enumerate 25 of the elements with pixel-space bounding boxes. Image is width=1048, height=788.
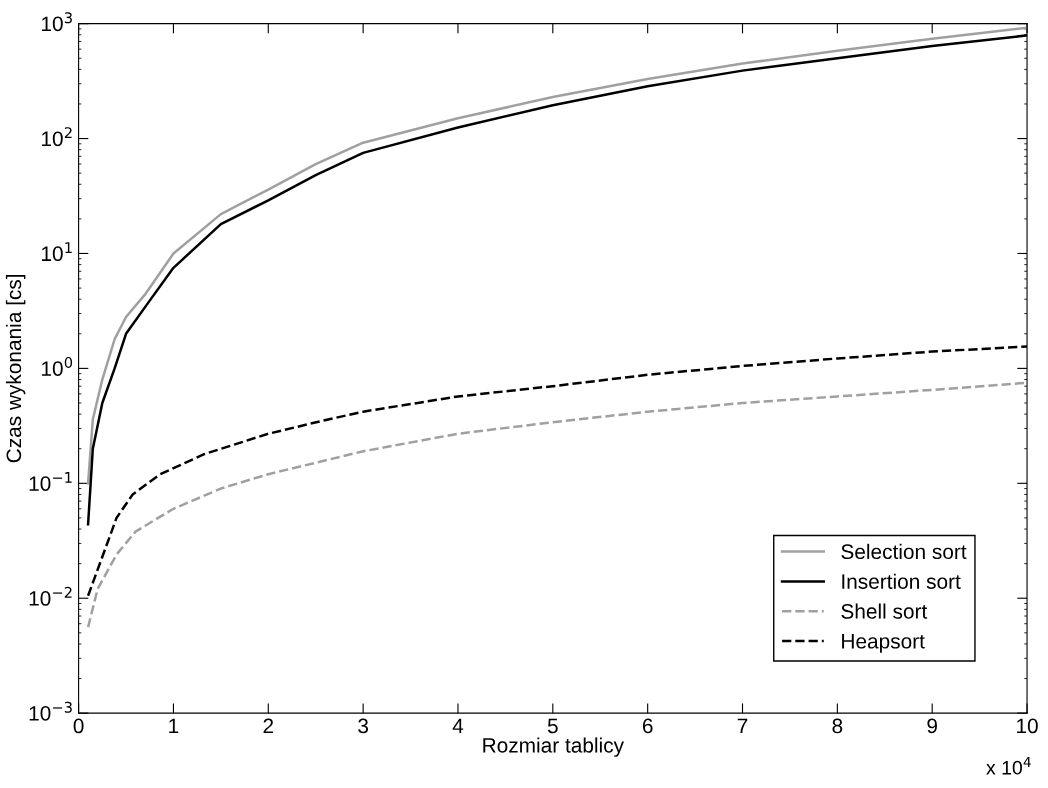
x-tick-label: 5 [547, 718, 558, 734]
x-tick-label: 9 [927, 718, 937, 734]
y-tick-label: 10$^{−1}$ [29, 472, 72, 491]
legend-label: Insertion sort [842, 573, 961, 589]
text: x 10$^{4}$ [986, 757, 1031, 775]
x-tick-label: 8 [832, 718, 843, 734]
x-tick-label: 2 [263, 718, 274, 734]
legend-label: Selection sort [841, 543, 967, 560]
x-axis-title: Rozmiar tablicy [483, 737, 624, 757]
x-tick-label: 0 [73, 718, 84, 734]
x-tick-label: 3 [358, 718, 369, 734]
x-tick-label: 10 [1017, 718, 1038, 734]
y-tick-label: 10$^{1}$ [41, 242, 72, 262]
x-tick-label: 4 [452, 718, 464, 734]
legend-label: Shell sort [841, 603, 928, 619]
x-tick-label: 6 [642, 718, 653, 734]
legend-label: Heapsort [842, 634, 925, 653]
x-tick-label: 7 [737, 718, 748, 734]
y-tick-label: 10$^{−3}$ [29, 701, 72, 721]
y-axis-title: Czas wykonania [cs] [5, 274, 26, 463]
y-tick-label: 10$^{−2}$ [29, 586, 72, 606]
x-tick-label: 1 [169, 718, 179, 734]
y-tick-label: 10$^{3}$ [41, 12, 72, 32]
y-tick-label: 10$^{0}$ [41, 356, 73, 376]
y-tick-label: 10$^{2}$ [41, 127, 72, 147]
